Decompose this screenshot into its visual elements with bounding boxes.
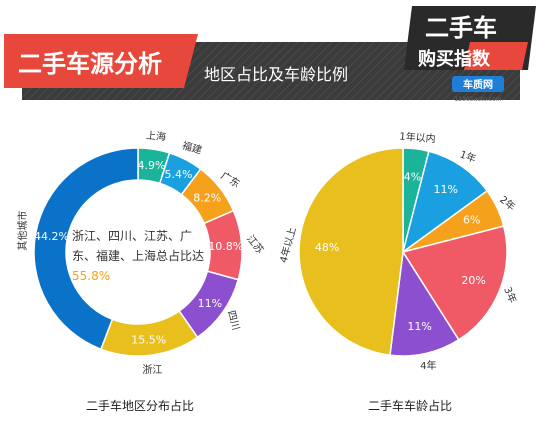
region-value-label: 44.2% xyxy=(34,230,69,243)
logo-brand: 车质网 xyxy=(463,78,493,91)
region-category-label: 上海 xyxy=(145,128,166,143)
region-value-label: 8.2% xyxy=(193,192,221,205)
logo-text-2: 购买指数 xyxy=(418,48,491,70)
age-slice xyxy=(401,225,508,341)
age-pie-chart: 4% 1年以内 11% 1年 6% 2年 20% 3年 11% 4年 48% 4年以上 xyxy=(277,130,520,373)
age-category-label: 1年以内 xyxy=(399,130,436,146)
age-value-label: 4% xyxy=(404,171,421,184)
age-value-label: 48% xyxy=(315,241,339,254)
region-chart-caption: 二手车地区分布占比 xyxy=(85,399,194,413)
logo-text: 二手车 xyxy=(425,14,497,42)
age-category-label: 3年 xyxy=(501,285,519,305)
age-category-label: 4年 xyxy=(420,359,436,372)
region-category-label: 福建 xyxy=(181,139,204,157)
region-category-label: 其他城市 xyxy=(16,211,29,251)
donut-center-label: 浙江、四川、江苏、广东、福建、上海总占比达 xyxy=(72,229,205,263)
header-subtitle: 地区占比及车龄比例 xyxy=(204,65,348,84)
age-value-label: 6% xyxy=(463,214,480,227)
age-category-label: 1年 xyxy=(458,148,478,166)
region-value-label: 11% xyxy=(198,297,222,310)
region-category-label: 江苏 xyxy=(244,232,267,256)
age-chart-caption: 二手车车龄占比 xyxy=(367,399,452,413)
donut-center-text: 浙江、四川、江苏、广东、福建、上海总占比达 55.8% xyxy=(72,226,210,286)
age-slice xyxy=(401,150,489,254)
header: 二手车源分析 地区占比及车龄比例 二手车 购买指数 车质网 12365auto.… xyxy=(4,6,536,103)
age-slice xyxy=(389,249,460,357)
region-value-label: 10.8% xyxy=(208,240,243,253)
age-value-label: 11% xyxy=(433,183,457,196)
header-title: 二手车源分析 xyxy=(18,50,162,78)
region-category-label: 浙江 xyxy=(142,364,162,376)
region-value-label: 15.5% xyxy=(131,333,166,346)
region-category-label: 四川 xyxy=(225,309,241,331)
age-value-label: 20% xyxy=(461,274,485,287)
brand-logo: 二手车 购买指数 车质网 12365auto.com xyxy=(404,6,536,103)
age-value-label: 11% xyxy=(407,320,431,333)
donut-center-value: 55.8% xyxy=(72,269,111,283)
region-category-label: 广东 xyxy=(219,169,243,190)
age-slice xyxy=(298,147,404,357)
age-category-label: 4年以上 xyxy=(277,226,299,265)
region-value-label: 5.4% xyxy=(164,168,192,181)
region-value-label: 4.9% xyxy=(138,159,166,172)
region-slice xyxy=(33,147,139,351)
title-red-block xyxy=(4,34,198,88)
age-category-label: 2年 xyxy=(497,193,518,213)
logo-url: 12365auto.com xyxy=(454,96,501,103)
region-donut-chart: 4.9% 上海 5.4% 福建 8.2% 广东 10.8% 江苏 11%四川 15.5% 浙江 44.… xyxy=(16,128,267,376)
